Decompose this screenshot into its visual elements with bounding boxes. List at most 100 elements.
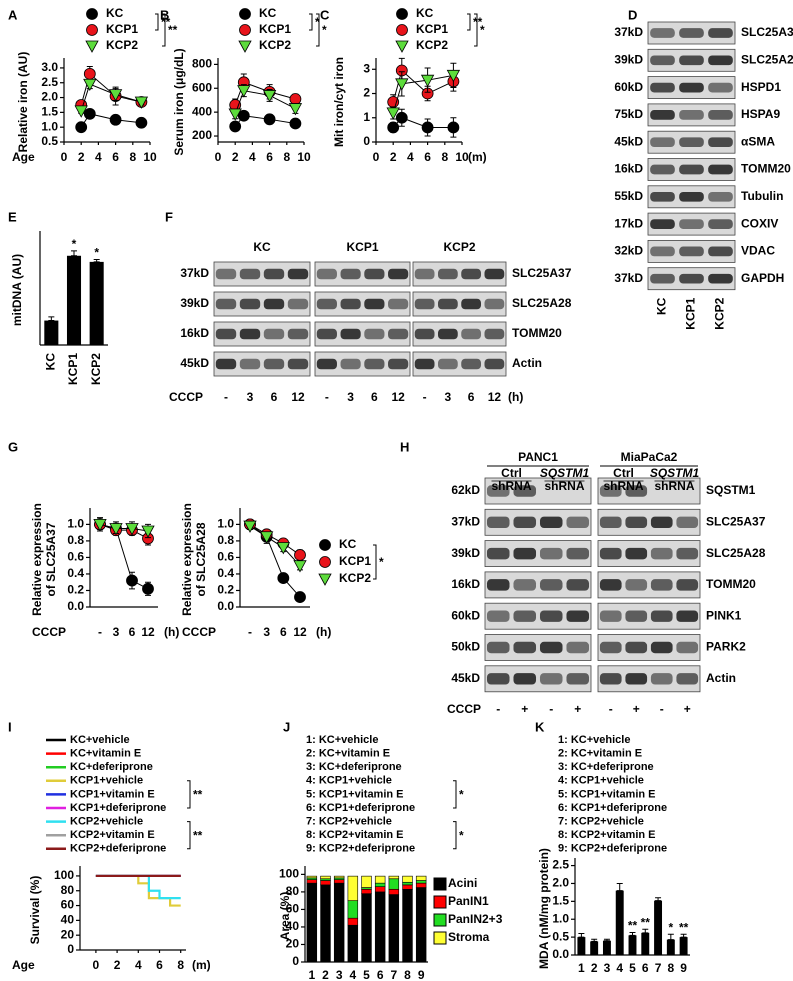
blot-band	[650, 273, 675, 284]
series-line	[80, 83, 142, 112]
significance-label: *	[322, 23, 327, 37]
legend-label: KC	[416, 6, 434, 20]
blot-band	[708, 55, 733, 66]
legend-label: KCP2+vitamin E	[70, 829, 155, 841]
y-tick-label: 3.0	[41, 60, 58, 74]
legend-label: KCP1	[339, 554, 371, 568]
significance-label: *	[379, 555, 384, 569]
blot-band	[650, 164, 675, 175]
marker	[318, 573, 332, 586]
significance-bracket	[162, 13, 166, 47]
blot-band	[708, 191, 733, 202]
legend-label: PanIN2+3	[448, 912, 503, 926]
blot-band	[215, 328, 237, 340]
blot-band	[650, 55, 675, 66]
bar-segment	[402, 881, 413, 886]
y-tick-label: 1.5	[41, 105, 58, 119]
legend-label: KCP1+vehicle	[70, 775, 143, 787]
bar-segment	[374, 891, 386, 963]
bar	[89, 261, 104, 345]
significance-label: **	[193, 828, 203, 842]
legend-label: Acini	[448, 876, 477, 890]
dose-label: 12	[291, 390, 305, 404]
y-tick-label: 80	[61, 883, 75, 897]
group-label: KCP2	[443, 240, 475, 254]
group-label: 8: KCP2+vitamin E	[558, 829, 656, 841]
dose-label: -	[549, 702, 553, 716]
y-tick-label: 400	[192, 104, 212, 118]
blot-band	[625, 641, 648, 654]
significance-label: *	[459, 788, 464, 802]
bar-segment	[361, 893, 372, 963]
marker	[134, 96, 149, 109]
bar-segment	[415, 880, 427, 884]
blot-band	[566, 673, 590, 685]
blot-size: 55kD	[614, 189, 643, 203]
blot-size: 39kD	[451, 546, 480, 560]
x-tick-label: 2	[78, 150, 85, 164]
bar	[666, 939, 675, 955]
blot-protein: Actin	[706, 671, 736, 685]
x-tick-label: 3	[604, 961, 611, 975]
y-axis-label: Relative iron (AU)	[16, 52, 30, 153]
blot-size: 37kD	[614, 271, 643, 285]
blot-size: 37kD	[451, 514, 480, 528]
marker	[108, 89, 123, 102]
blot-band	[566, 547, 590, 560]
blot-band	[599, 516, 622, 529]
error-bar	[616, 882, 623, 892]
blot-size: 60kD	[614, 80, 643, 94]
blot-size: 45kD	[180, 356, 209, 370]
y-axis-label: Mit iron/cyt iron	[332, 57, 346, 147]
blot-band	[650, 579, 673, 591]
dose-label: -	[224, 390, 228, 404]
marker	[238, 40, 252, 53]
x-tick-label: 0	[61, 150, 68, 164]
y-tick-label: 80	[286, 884, 300, 898]
blot-protein: HSPD1	[741, 80, 781, 94]
y-tick-label: 600	[192, 80, 212, 94]
series-line	[80, 113, 142, 128]
y-axis-label: Survival (%)	[28, 876, 42, 945]
blot-band	[484, 328, 505, 340]
dose-label: -	[496, 702, 500, 716]
legend-label: Stroma	[448, 930, 490, 944]
x-tick-label: 12	[141, 625, 155, 639]
y-tick-label: 20	[61, 927, 75, 941]
legend-swatch	[433, 895, 447, 909]
x-tick-label: 10	[297, 150, 311, 164]
significance-bracket	[474, 13, 478, 47]
blot-band	[539, 516, 563, 529]
blot-protein: Actin	[512, 356, 542, 370]
blot-band	[650, 610, 673, 622]
blot-size: 60kD	[451, 608, 480, 622]
marker	[395, 111, 408, 124]
bar	[615, 890, 624, 955]
legend-label: KCP2	[339, 571, 371, 585]
x-tick-label: 4	[349, 968, 356, 981]
marker	[86, 8, 98, 20]
x-tick-label: 5	[629, 961, 636, 975]
blot-size: 16kD	[614, 162, 643, 176]
x-tick-label: 8	[667, 961, 674, 975]
bar-segment	[402, 884, 413, 890]
x-tick-label: 0	[93, 958, 100, 972]
blot-size: 75kD	[614, 107, 643, 121]
blot-band	[676, 610, 699, 622]
marker	[288, 103, 303, 116]
error-bar	[48, 316, 55, 322]
blot-band	[513, 610, 537, 622]
marker	[289, 117, 302, 130]
y-tick-label: 60	[61, 898, 75, 912]
x-tick-label: 4	[135, 958, 142, 972]
blot-band	[287, 268, 309, 280]
blot-band	[539, 579, 563, 591]
y-tick-label: 0	[292, 954, 299, 968]
blot-band	[625, 516, 648, 529]
legend-label: KCP2	[416, 38, 448, 52]
y-tick-label: 0.6	[67, 550, 84, 564]
x-tick-label: -	[248, 625, 252, 639]
marker	[276, 542, 291, 555]
blot-band	[708, 219, 733, 229]
blot-band	[679, 219, 704, 229]
